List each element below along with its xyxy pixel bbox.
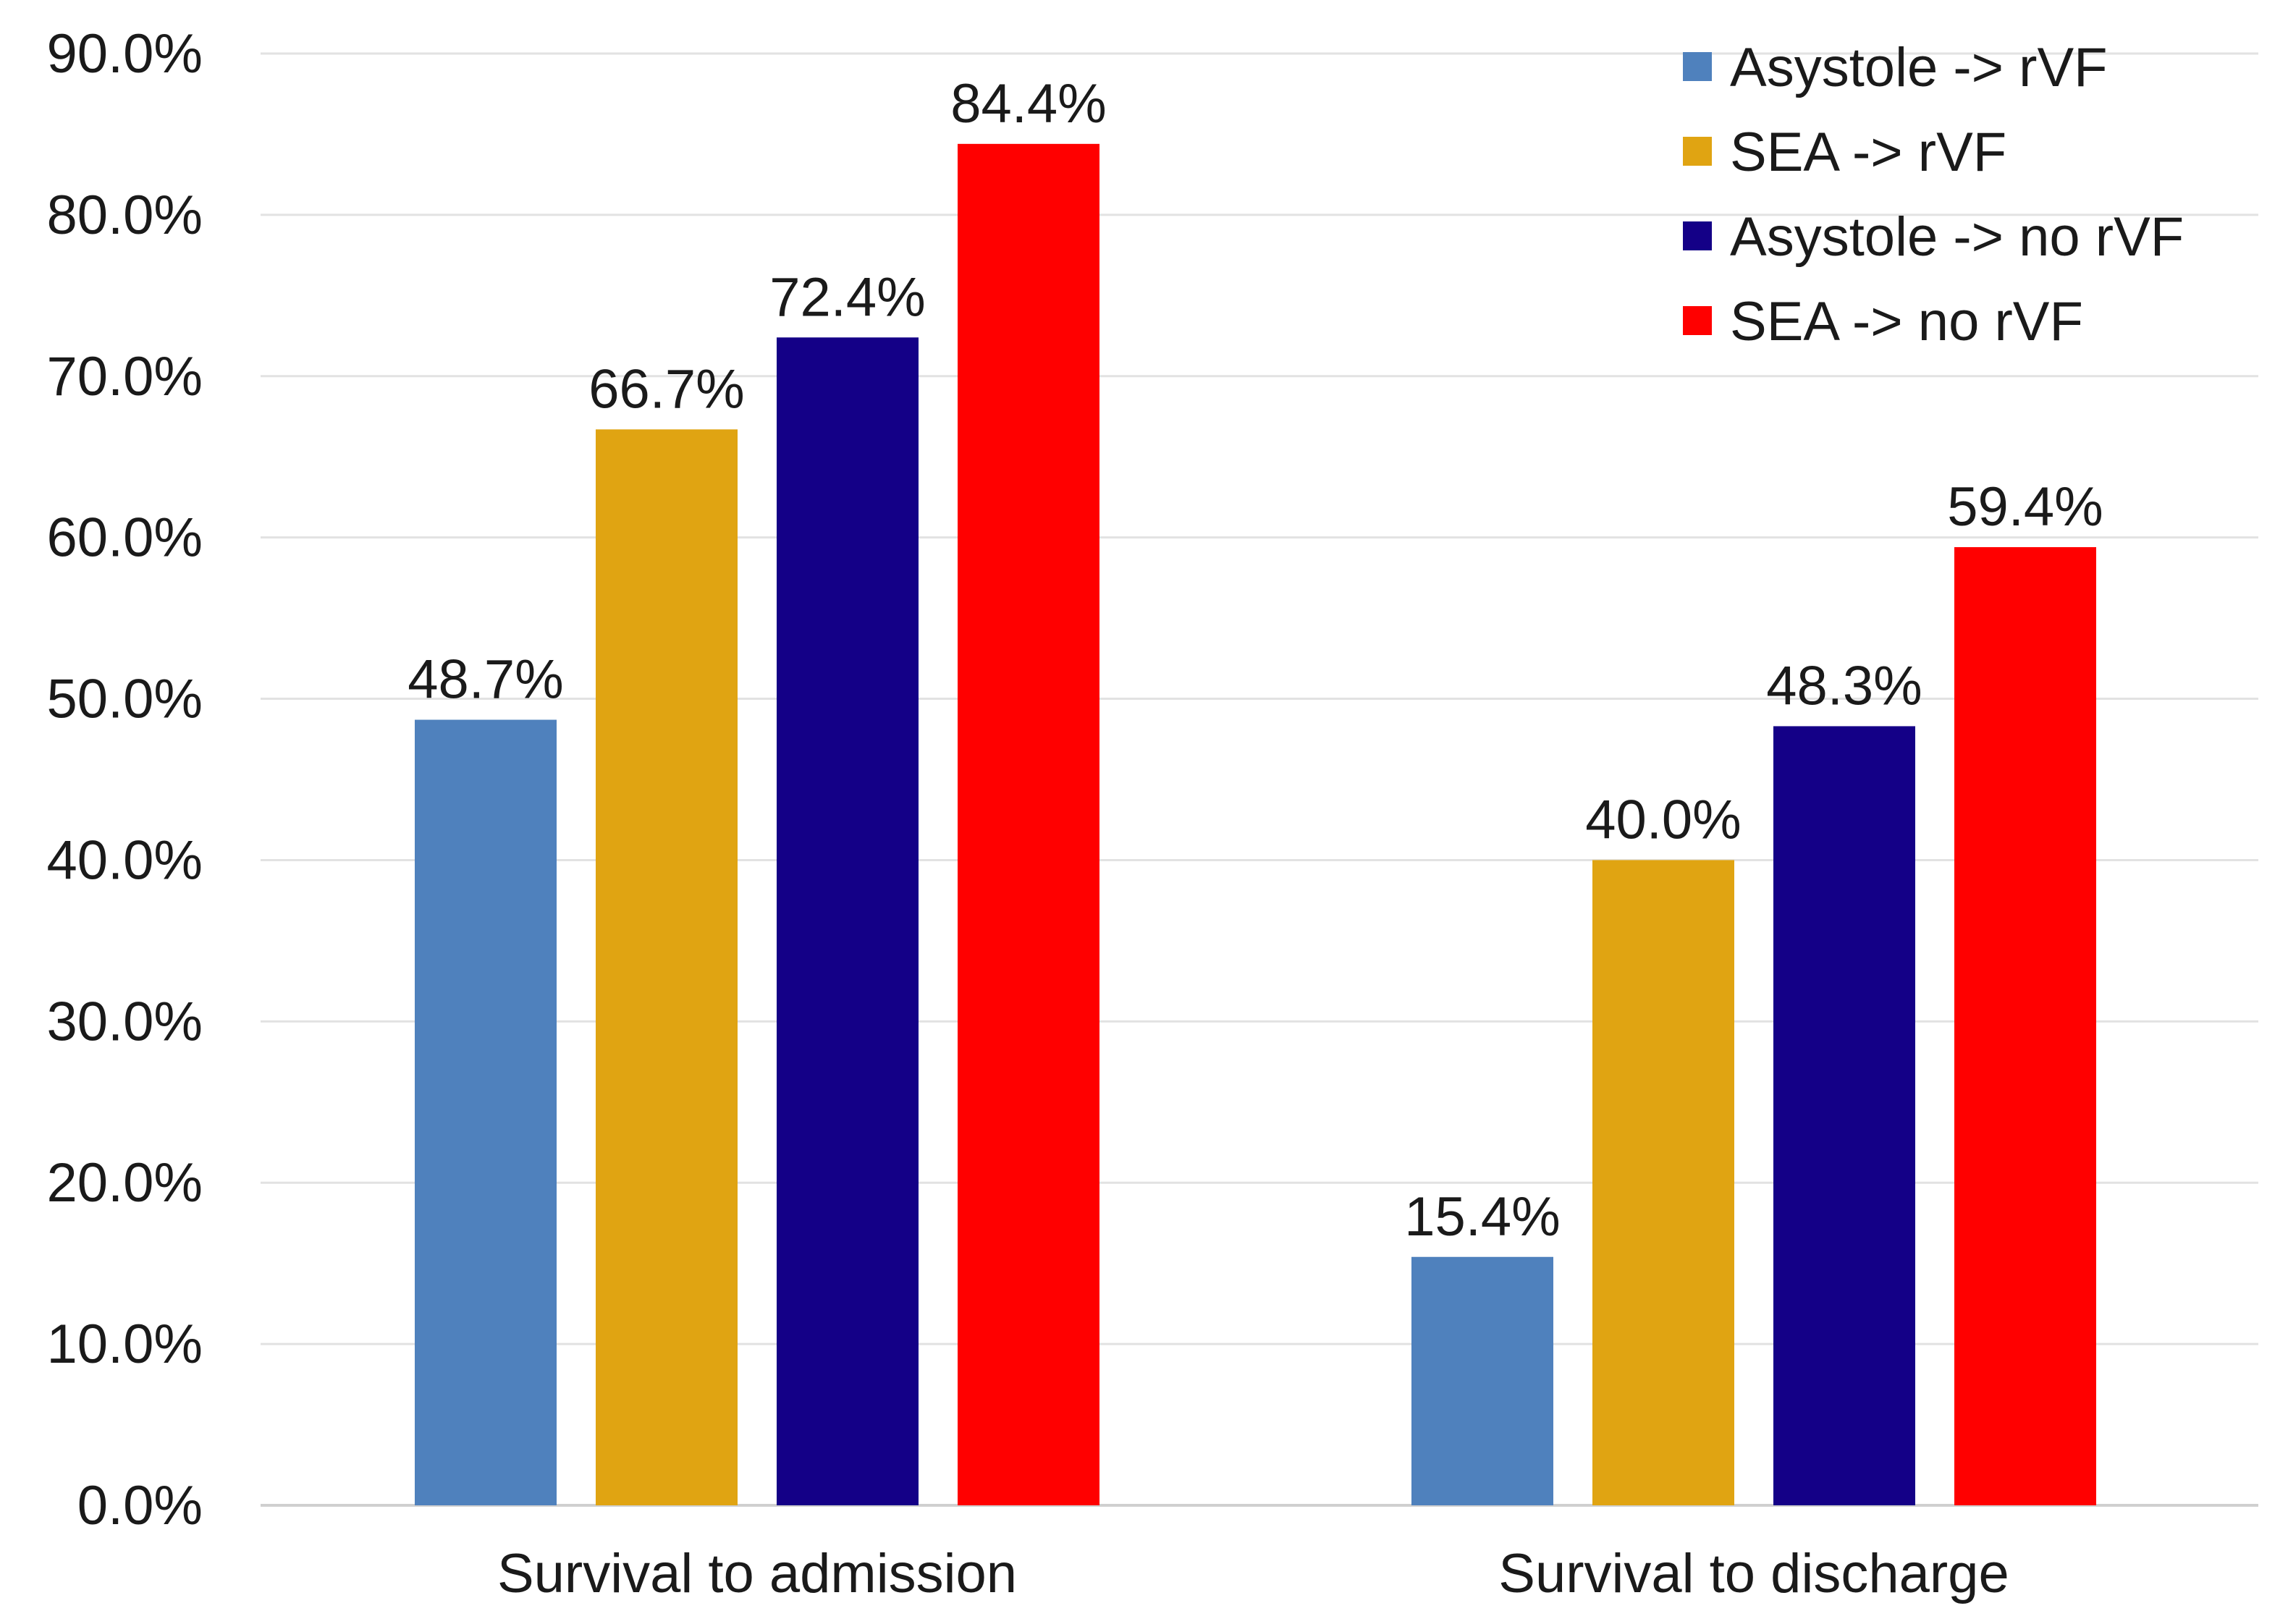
y-tick-label: 30.0% <box>47 991 203 1052</box>
data-label: 59.4% <box>1947 476 2103 538</box>
legend-swatch-1 <box>1683 137 1712 166</box>
legend-swatch-2 <box>1683 221 1712 250</box>
bar-admission-series-0[interactable] <box>415 719 557 1505</box>
data-label: 40.0% <box>1585 789 1742 850</box>
legend-label-0[interactable]: Asystole -> rVF <box>1730 37 2108 98</box>
data-label: 15.4% <box>1404 1186 1561 1248</box>
legend-label-1[interactable]: SEA -> rVF <box>1730 122 2006 183</box>
y-tick-label: 10.0% <box>47 1314 203 1375</box>
x-axis-category-labels: Survival to admission Survival to dischar… <box>497 1543 2009 1604</box>
data-label: 66.7% <box>588 358 745 420</box>
grid-lines <box>261 52 2258 1507</box>
data-label: 48.3% <box>1766 655 1922 716</box>
bar-admission-series-3[interactable] <box>958 143 1099 1506</box>
data-label: 48.7% <box>408 649 564 711</box>
bar-discharge-series-0[interactable] <box>1411 1256 1553 1505</box>
y-tick-label: 20.0% <box>47 1152 203 1214</box>
data-label: 84.4% <box>950 73 1107 135</box>
y-tick-label: 40.0% <box>47 829 203 891</box>
legend[interactable]: Asystole -> rVF SEA -> rVF Asystole -> no … <box>1683 37 2184 352</box>
y-tick-label: 90.0% <box>47 23 203 85</box>
y-axis-tick-labels: 0.0% 10.0% 20.0% 30.0% 40.0% 50.0% 60.0% 70.0% 8… <box>47 23 203 1536</box>
data-labels: 48.7% 66.7% 72.4% 84.4% 15.4% 40.0% 48.3% 59.4% <box>408 73 2103 1248</box>
y-tick-label: 0.0% <box>77 1475 203 1536</box>
y-tick-label: 60.0% <box>47 507 203 569</box>
legend-label-3[interactable]: SEA -> no rVF <box>1730 291 2083 352</box>
bar-admission-series-2[interactable] <box>777 337 919 1506</box>
bar-discharge-series-2[interactable] <box>1773 726 1915 1505</box>
legend-label-2[interactable]: Asystole -> no rVF <box>1730 206 2184 268</box>
bar-admission-series-1[interactable] <box>596 429 738 1506</box>
legend-swatch-3 <box>1683 306 1712 335</box>
bars <box>415 143 2096 1506</box>
y-tick-label: 70.0% <box>47 346 203 407</box>
bar-discharge-series-1[interactable] <box>1592 860 1734 1505</box>
y-tick-label: 50.0% <box>47 669 203 730</box>
y-tick-label: 80.0% <box>47 185 203 246</box>
category-label-admission: Survival to admission <box>497 1543 1017 1604</box>
category-label-discharge: Survival to discharge <box>1498 1543 2009 1604</box>
bar-discharge-series-3[interactable] <box>1954 547 2096 1505</box>
legend-swatch-0 <box>1683 52 1712 81</box>
data-label: 72.4% <box>769 266 926 328</box>
